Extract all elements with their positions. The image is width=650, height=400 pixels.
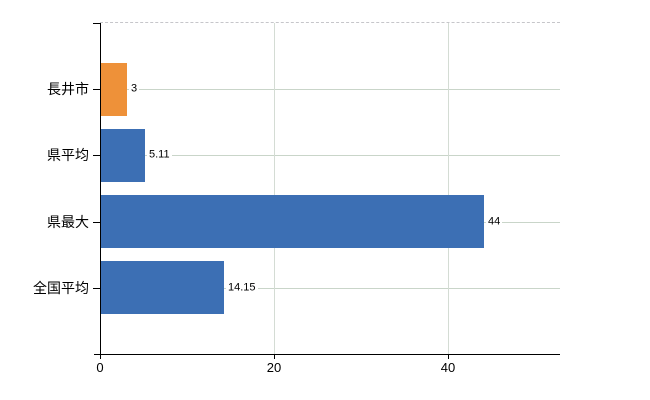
- bar: [101, 195, 484, 248]
- gridline-h: [100, 155, 560, 156]
- bar-value-label: 3: [129, 82, 140, 96]
- x-tick-label: 40: [440, 360, 456, 375]
- x-axis-line: [94, 354, 560, 355]
- category-label: 長井市: [47, 81, 89, 97]
- category-label: 県最大: [47, 214, 89, 230]
- bar: [101, 129, 145, 182]
- bar: [101, 63, 127, 116]
- bar: [101, 261, 224, 314]
- x-tick: [100, 355, 101, 359]
- x-tick: [448, 355, 449, 359]
- bar-value-label: 44: [486, 215, 503, 229]
- x-tick: [274, 355, 275, 359]
- category-label: 全国平均: [33, 280, 89, 296]
- bar-value-label: 5.11: [147, 148, 172, 162]
- gridline-v: [274, 23, 275, 354]
- y-axis-line: [100, 23, 101, 354]
- bar-value-label: 14.15: [226, 281, 258, 295]
- x-tick-label: 0: [96, 360, 104, 375]
- category-tick: [93, 222, 100, 223]
- gridline-v: [448, 23, 449, 354]
- y-axis-top-tick: [93, 23, 100, 24]
- category-label: 県平均: [47, 147, 89, 163]
- category-tick: [93, 288, 100, 289]
- plot-top-border: [100, 22, 560, 23]
- gridline-h: [100, 89, 560, 90]
- category-tick: [93, 155, 100, 156]
- x-tick-label: 20: [266, 360, 282, 375]
- gridline-h: [100, 288, 560, 289]
- category-tick: [93, 89, 100, 90]
